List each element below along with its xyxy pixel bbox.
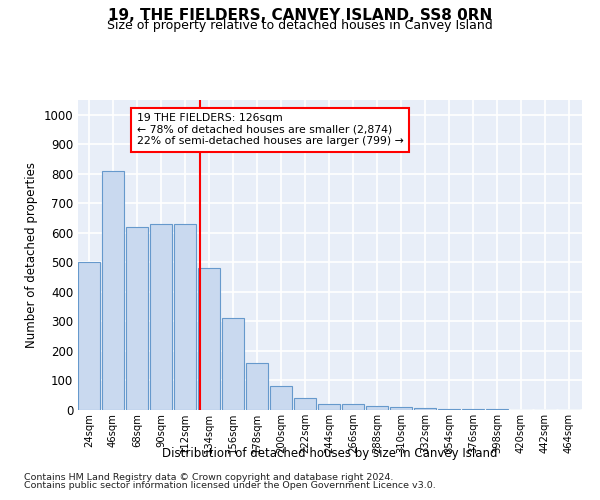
Bar — [270, 386, 292, 410]
Bar — [414, 408, 436, 410]
Bar — [294, 398, 316, 410]
Bar — [462, 409, 484, 410]
Bar — [366, 406, 388, 410]
Bar — [150, 224, 172, 410]
Text: Contains public sector information licensed under the Open Government Licence v3: Contains public sector information licen… — [24, 481, 436, 490]
Bar — [246, 363, 268, 410]
Text: 19, THE FIELDERS, CANVEY ISLAND, SS8 0RN: 19, THE FIELDERS, CANVEY ISLAND, SS8 0RN — [108, 8, 492, 22]
Bar — [222, 318, 244, 410]
Text: Contains HM Land Registry data © Crown copyright and database right 2024.: Contains HM Land Registry data © Crown c… — [24, 472, 394, 482]
Bar — [438, 409, 460, 410]
Bar — [318, 404, 340, 410]
Text: Distribution of detached houses by size in Canvey Island: Distribution of detached houses by size … — [162, 448, 498, 460]
Text: 19 THE FIELDERS: 126sqm
← 78% of detached houses are smaller (2,874)
22% of semi: 19 THE FIELDERS: 126sqm ← 78% of detache… — [137, 114, 404, 146]
Text: Size of property relative to detached houses in Canvey Island: Size of property relative to detached ho… — [107, 18, 493, 32]
Bar — [198, 268, 220, 410]
Y-axis label: Number of detached properties: Number of detached properties — [25, 162, 38, 348]
Bar — [102, 171, 124, 410]
Bar — [390, 407, 412, 410]
Bar — [126, 227, 148, 410]
Bar — [78, 262, 100, 410]
Bar — [342, 404, 364, 410]
Bar — [174, 224, 196, 410]
